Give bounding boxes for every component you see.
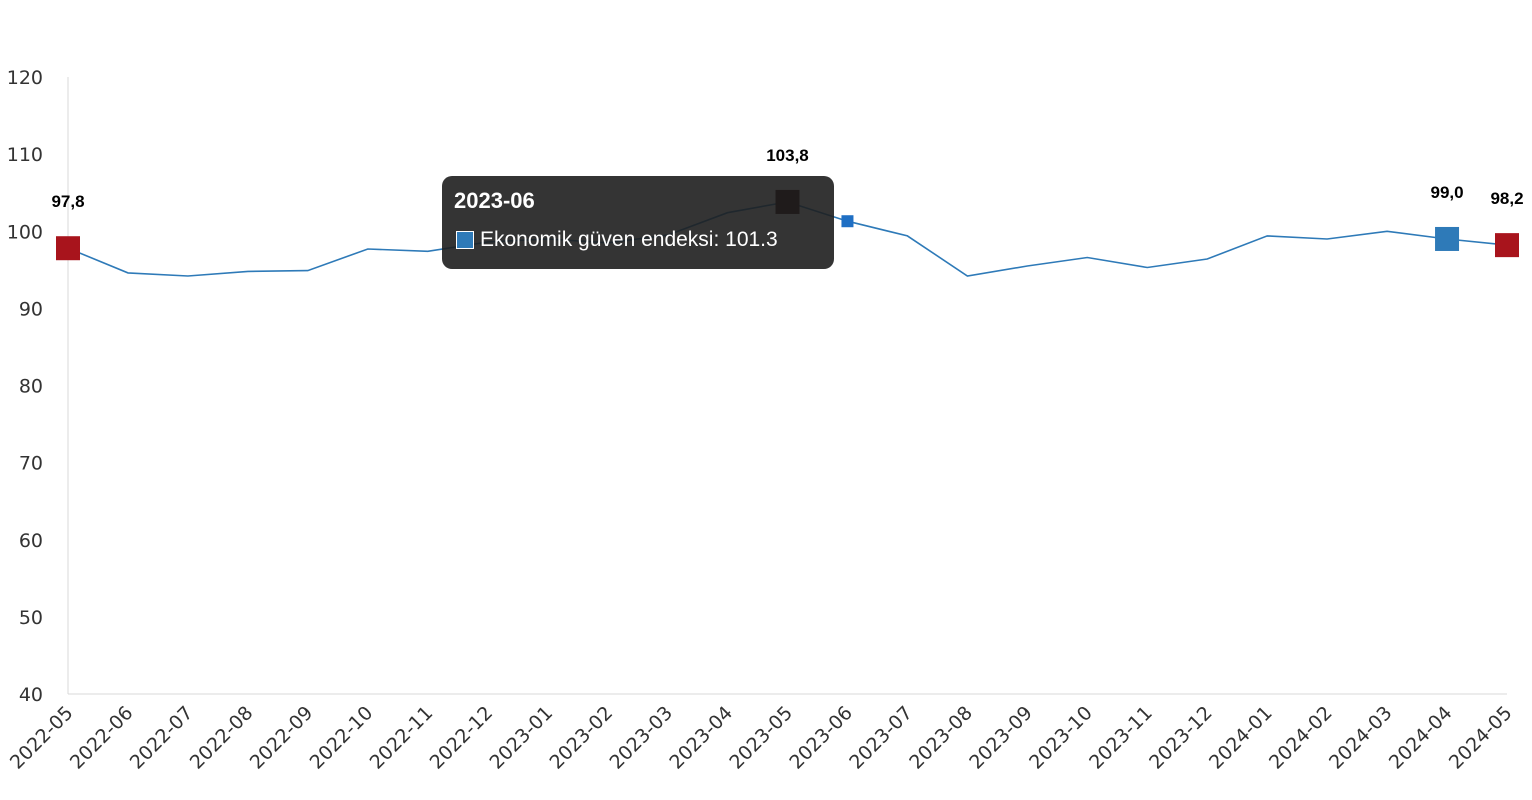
x-tick-label: 2024-01	[1205, 702, 1277, 774]
x-tick-label: 2024-02	[1265, 702, 1337, 774]
x-tick-label: 2023-06	[785, 702, 857, 774]
highlight-marker	[1495, 233, 1519, 258]
x-tick-label: 2023-10	[1025, 702, 1097, 774]
y-axis-ticks: 40 50 60 70 80 90 100 110 120	[7, 67, 43, 706]
markers-layer	[56, 189, 1519, 261]
x-tick-label: 2023-11	[1085, 702, 1157, 774]
axes	[67, 77, 1507, 695]
x-tick-label: 2022-09	[246, 702, 318, 774]
y-tick-label: 110	[7, 144, 43, 166]
data-label: 103,8	[766, 146, 809, 165]
x-tick-label: 2024-04	[1385, 702, 1457, 774]
data-label: 99,0	[1430, 183, 1463, 202]
x-tick-label: 2023-03	[605, 702, 677, 774]
x-tick-label: 2024-05	[1445, 702, 1517, 774]
x-tick-label: 2024-03	[1325, 702, 1397, 774]
x-tick-label: 2022-10	[306, 702, 378, 774]
x-tick-label: 2023-09	[965, 702, 1037, 774]
y-tick-label: 60	[19, 530, 43, 552]
x-tick-label: 2023-04	[665, 702, 737, 774]
x-tick-label: 2023-07	[845, 702, 917, 774]
data-label: 98,2	[1490, 189, 1523, 208]
hover-marker	[841, 215, 854, 228]
x-tick-label: 2023-05	[725, 702, 797, 774]
y-tick-label: 120	[7, 67, 43, 89]
y-tick-label: 90	[19, 298, 43, 320]
data-label: 97,8	[51, 192, 84, 211]
tooltip-row: Ekonomik güven endeksi: 101.3	[456, 228, 778, 252]
highlight-marker	[1435, 226, 1460, 251]
x-axis-ticks: 2022-052022-062022-072022-082022-092022-…	[6, 702, 1517, 774]
x-tick-label: 2022-05	[6, 702, 78, 774]
y-tick-label: 40	[19, 684, 43, 706]
tooltip-title: 2023-06	[454, 188, 535, 213]
y-tick-label: 80	[19, 376, 43, 398]
y-tick-label: 100	[7, 221, 43, 243]
x-tick-label: 2023-02	[545, 702, 617, 774]
chart-tooltip: 2023-06 Ekonomik güven endeksi: 101.3	[442, 176, 834, 269]
tooltip-text: Ekonomik güven endeksi: 101.3	[480, 228, 778, 251]
series-swatch-icon	[456, 231, 474, 249]
x-tick-label: 2022-11	[366, 702, 438, 774]
x-tick-label: 2022-07	[126, 702, 198, 774]
x-tick-label: 2022-08	[186, 702, 258, 774]
x-tick-label: 2023-01	[486, 702, 558, 774]
x-tick-label: 2022-06	[66, 702, 138, 774]
x-tick-label: 2022-12	[426, 702, 498, 774]
x-tick-label: 2023-08	[905, 702, 977, 774]
y-tick-label: 50	[19, 607, 43, 629]
y-tick-label: 70	[19, 453, 43, 475]
x-tick-label: 2023-12	[1145, 702, 1217, 774]
data-labels-layer: 97,8 103,8 99,0 98,2	[51, 146, 1523, 211]
highlight-marker	[56, 236, 80, 261]
